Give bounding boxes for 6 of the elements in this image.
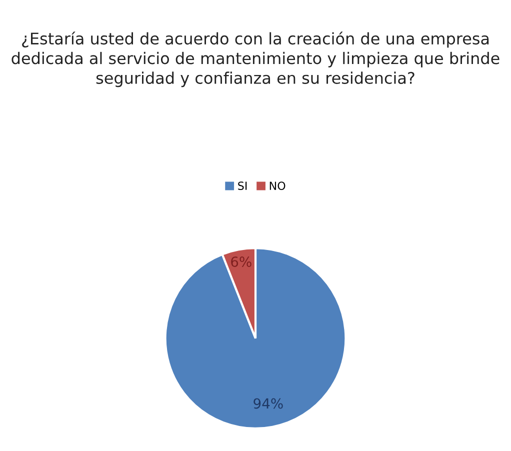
data-label: 94% [254,398,283,409]
data-label: 6% [231,256,252,267]
chart-title: ¿Estaría usted de acuerdo con la creación de una empresa dedicada al servicio de mantenimiento y limpieza que brinde seguridad y confianza en su residencia? [12,32,500,88]
pie-slice [164,247,347,430]
legend-label: NO [270,182,286,190]
legend-label: SI [238,182,247,190]
